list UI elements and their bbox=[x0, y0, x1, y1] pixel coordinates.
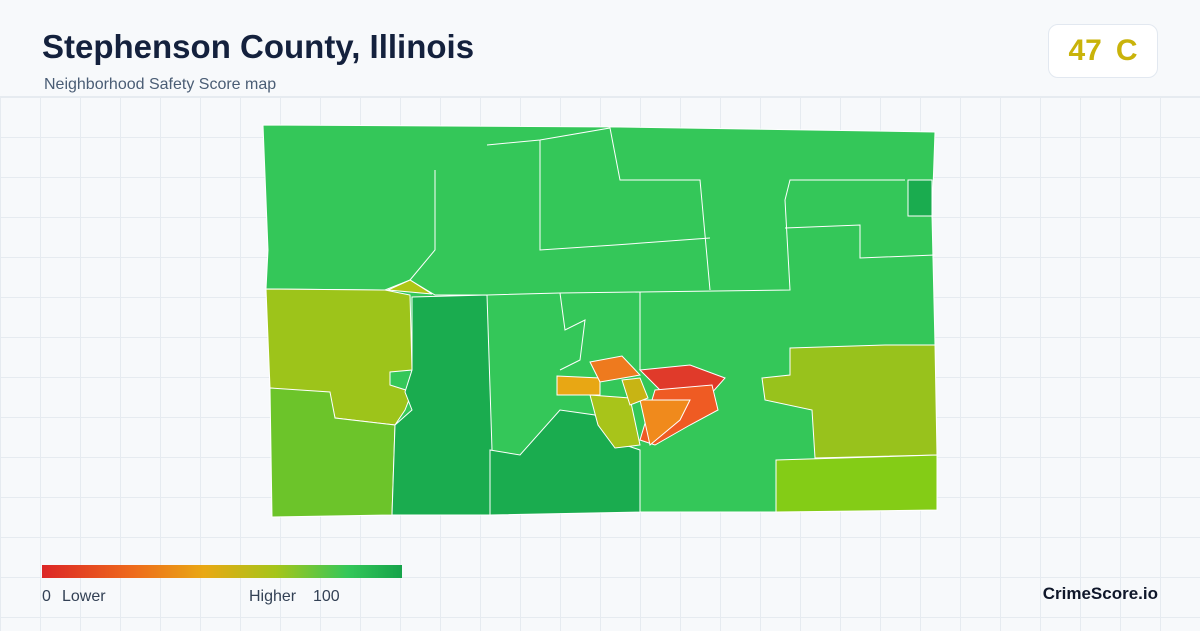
legend-min-label: Lower bbox=[62, 588, 106, 605]
region-border bbox=[559, 292, 586, 371]
region bbox=[589, 355, 642, 383]
region bbox=[639, 399, 691, 446]
region bbox=[386, 279, 433, 295]
score-badge: 47 C bbox=[1048, 24, 1158, 78]
region-border bbox=[784, 224, 936, 259]
region bbox=[761, 344, 938, 459]
region bbox=[556, 375, 601, 396]
region-border bbox=[409, 170, 436, 281]
score-value: 47 bbox=[1068, 34, 1102, 67]
region bbox=[775, 454, 938, 513]
legend-max: 100 bbox=[313, 588, 340, 605]
region-border bbox=[486, 127, 711, 291]
subtitle: Neighborhood Safety Score map bbox=[44, 76, 277, 93]
legend-max-label: Higher bbox=[249, 588, 297, 605]
region bbox=[589, 394, 641, 449]
score-grade: C bbox=[1115, 34, 1138, 67]
region-border bbox=[539, 140, 711, 251]
region bbox=[621, 377, 649, 406]
legend-gradient bbox=[42, 565, 402, 578]
legend-min: 0 bbox=[42, 588, 51, 605]
title: Stephenson County, Illinois bbox=[42, 28, 475, 65]
region bbox=[391, 294, 493, 516]
region bbox=[907, 179, 933, 217]
brand: CrimeScore.io bbox=[1042, 584, 1158, 603]
